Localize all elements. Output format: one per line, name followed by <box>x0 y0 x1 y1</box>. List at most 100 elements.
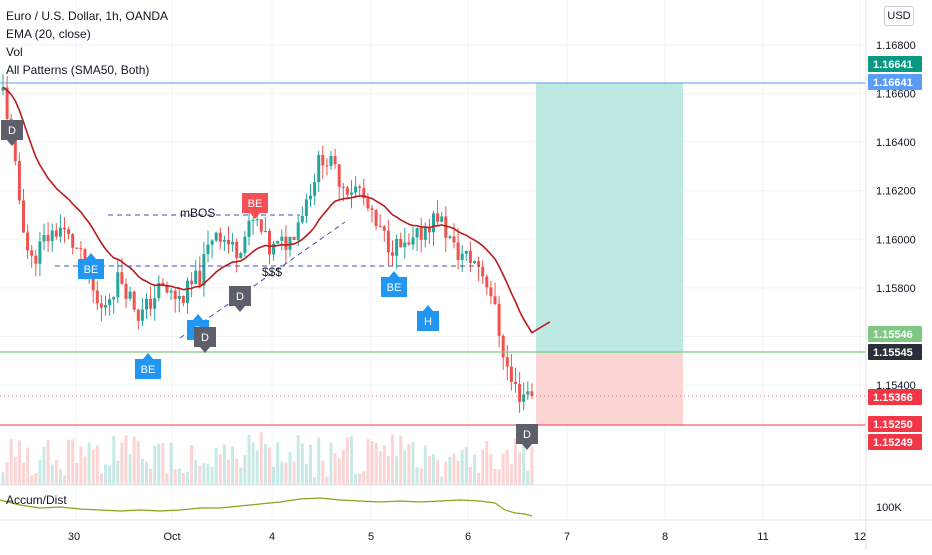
candle <box>481 266 485 277</box>
volume-bar <box>38 460 42 485</box>
candle <box>214 232 218 241</box>
volume-bar <box>5 462 9 485</box>
pattern-label[interactable]: D <box>229 286 251 312</box>
volume-bar <box>259 432 263 485</box>
candle <box>218 232 222 242</box>
price-badge-text: 1.15546 <box>873 329 913 341</box>
volume-bar <box>227 459 230 485</box>
candle <box>440 216 444 222</box>
candle <box>411 237 415 245</box>
candle <box>194 270 198 285</box>
accum-dist-line[interactable] <box>0 497 533 517</box>
pattern-label[interactable]: BE <box>381 271 407 297</box>
volume-bar <box>235 458 239 485</box>
patterns-indicator-label[interactable]: All Patterns (SMA50, Both) <box>6 63 150 77</box>
volume-bar <box>218 454 222 485</box>
pattern-label[interactable]: D <box>194 327 216 353</box>
volume-bar <box>485 441 489 485</box>
pattern-label[interactable]: BE <box>78 253 104 279</box>
candle <box>325 165 329 167</box>
volume-bar <box>243 455 247 485</box>
pattern-pin <box>135 353 161 379</box>
volume-bar <box>329 442 333 485</box>
pattern-label[interactable]: H <box>417 305 439 331</box>
currency-button[interactable]: USD <box>884 6 914 26</box>
candle <box>145 298 148 310</box>
candle <box>132 291 136 310</box>
price-tick: 1.16600 <box>876 89 916 101</box>
ema-line[interactable] <box>2 86 551 334</box>
volume-bar <box>292 461 296 485</box>
volume-indicator-label[interactable]: Vol <box>6 45 23 59</box>
volume-bar <box>177 468 181 485</box>
price-badge-text: 1.15249 <box>873 437 913 449</box>
time-tick: 30 <box>68 531 80 543</box>
pattern-text: D <box>523 429 531 441</box>
candle <box>530 391 534 396</box>
volume-bar <box>71 439 75 485</box>
volume-bar <box>91 449 95 485</box>
candle <box>120 272 124 284</box>
candle <box>452 236 456 243</box>
volume-bar <box>54 459 58 485</box>
pattern-label[interactable]: D <box>516 424 538 450</box>
candle <box>26 232 30 251</box>
volume-bar <box>169 442 173 485</box>
target-zone[interactable] <box>536 83 683 353</box>
candle <box>296 222 300 240</box>
candle <box>165 285 169 293</box>
candle <box>30 250 34 256</box>
volume-bar <box>473 454 476 485</box>
volume-bar <box>75 463 79 485</box>
volume-bar <box>206 463 210 485</box>
symbol-title[interactable]: Euro / U.S. Dollar, 1h, OANDA <box>6 9 169 23</box>
volume-bar <box>514 438 517 485</box>
volume-bar <box>419 468 423 485</box>
volume-bar <box>411 442 415 485</box>
candle <box>91 271 95 291</box>
candle <box>79 248 83 250</box>
volume-bar <box>210 466 214 485</box>
volume-bar <box>395 456 399 485</box>
candle <box>407 242 411 245</box>
candle <box>124 283 128 299</box>
volume-bar <box>46 440 50 485</box>
pattern-label[interactable]: BE <box>135 353 161 379</box>
stop-zone[interactable] <box>536 353 683 425</box>
pattern-pin <box>516 424 538 450</box>
time-tick: 12 <box>854 531 866 543</box>
volume-bar <box>522 440 526 485</box>
volume-bar <box>99 473 103 485</box>
pattern-pin <box>229 286 251 312</box>
trend-line[interactable] <box>179 221 346 339</box>
time-tick: 4 <box>269 531 275 543</box>
volume-bar <box>288 452 292 485</box>
pattern-label[interactable]: D <box>1 120 23 146</box>
volume-bar <box>345 437 349 485</box>
volume-bar <box>17 440 21 485</box>
accum-dist-label[interactable]: Accum/Dist <box>6 493 67 507</box>
volume-bar <box>526 470 530 485</box>
volume-bar <box>161 443 165 485</box>
volume-bar <box>460 449 464 485</box>
pattern-label[interactable]: BE <box>242 193 268 219</box>
volume-bar <box>157 443 161 485</box>
volume-bar <box>13 456 17 485</box>
candle <box>374 209 378 226</box>
candle <box>161 282 165 286</box>
volume-bar <box>87 442 91 485</box>
candle <box>42 235 46 242</box>
volume-bar <box>464 447 468 485</box>
volume-bar <box>296 435 300 485</box>
candle <box>243 236 247 254</box>
candle <box>75 247 79 249</box>
volume-bar <box>9 439 13 485</box>
pattern-pin <box>381 271 407 297</box>
volume-bar <box>108 465 112 485</box>
volume-bar <box>132 436 136 485</box>
ema-indicator-label[interactable]: EMA (20, close) <box>6 27 91 41</box>
volume-bar <box>272 466 276 485</box>
volume-bar <box>181 473 185 485</box>
candle <box>108 299 112 306</box>
